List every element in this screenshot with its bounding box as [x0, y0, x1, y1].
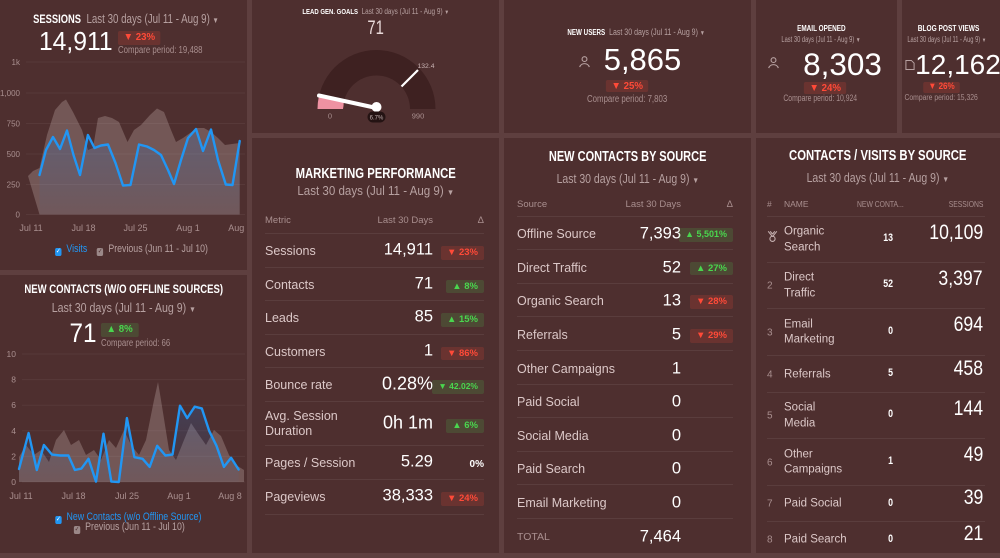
svg-text:Aug 1: Aug 1 [176, 223, 200, 233]
svg-text:750: 750 [7, 120, 21, 129]
svg-text:8: 8 [11, 375, 16, 385]
svg-text:6.7%: 6.7% [370, 116, 384, 122]
svg-text:Jul 11: Jul 11 [9, 491, 32, 501]
svg-text:132.4: 132.4 [418, 63, 435, 70]
svg-text:500: 500 [7, 150, 21, 159]
svg-text:250: 250 [7, 181, 21, 190]
svg-text:4: 4 [11, 426, 16, 436]
svg-text:Jul 18: Jul 18 [61, 491, 85, 501]
svg-text:Aug 8: Aug 8 [228, 223, 247, 233]
svg-text:Aug 8: Aug 8 [218, 491, 242, 501]
svg-text:Jul 25: Jul 25 [115, 491, 139, 501]
svg-text:6: 6 [11, 400, 16, 410]
svg-text:1,000: 1,000 [0, 89, 21, 98]
svg-text:Jul 18: Jul 18 [71, 223, 95, 233]
svg-text:0: 0 [16, 211, 21, 220]
svg-text:2: 2 [11, 451, 16, 461]
svg-text:990: 990 [412, 112, 425, 121]
svg-text:1k: 1k [12, 58, 21, 67]
svg-text:0: 0 [328, 112, 332, 121]
svg-text:Jul 25: Jul 25 [123, 223, 147, 233]
svg-text:10: 10 [7, 349, 17, 359]
svg-text:Jul 11: Jul 11 [19, 223, 42, 233]
svg-text:Aug 1: Aug 1 [167, 491, 191, 501]
svg-text:0: 0 [11, 477, 16, 487]
